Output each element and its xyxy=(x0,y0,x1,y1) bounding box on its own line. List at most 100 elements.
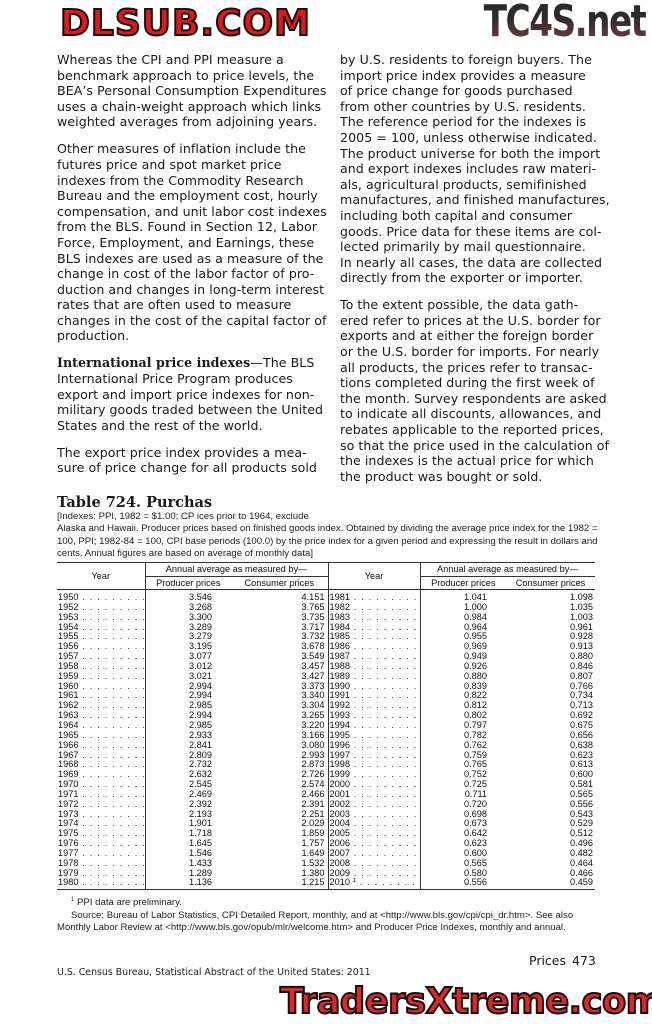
text-line-content: by U.S. residents to foreign buyers. The xyxy=(340,52,592,67)
consumer-price-cell: 0.512 xyxy=(570,829,593,839)
producer-price-cell: 2.985 xyxy=(189,720,212,730)
producer-price-cell: 1.433 xyxy=(189,858,212,868)
producer-price-cell: 0.642 xyxy=(464,829,487,839)
producer-price-cell: 3.546 xyxy=(189,592,212,602)
text-line-content: uses a chain-weight approach which links xyxy=(57,98,322,114)
consumer-price-cell: 3.549 xyxy=(231,652,329,662)
leader-dots: . . . . . . . . . . . . . . xyxy=(82,661,144,671)
year-value: 1954 xyxy=(58,622,79,632)
year-cell: 1966 . . . . . . . . . . . . . . xyxy=(57,740,146,751)
year-value: 1979 xyxy=(58,868,79,878)
leader-dots: . . . . . . . . . . . . . . xyxy=(353,701,419,711)
column-header-group: Annual average as measured by— xyxy=(145,562,329,577)
table-headnote: [Indexes: PPI, 1982 = $1.00; CP ices pri… xyxy=(57,511,602,561)
leader-dots: . . . . . . . . . . . . . . xyxy=(353,809,419,819)
year-cell: 1957 . . . . . . . . . . . . . . xyxy=(57,652,146,662)
producer-price-cell: 1.000 xyxy=(464,602,487,612)
year-value: 1965 xyxy=(58,730,79,740)
table-row: 1958 . . . . . . . . . . . . . . 3.012 3.4… xyxy=(57,661,595,672)
producer-price-cell: 2.632 xyxy=(189,770,212,780)
year-cell: 1986 . . . . . . . . . . . . . . xyxy=(328,642,421,653)
watermark-logo-top: TC4S.net xyxy=(484,0,647,47)
year-cell: 1967 . . . . . . . . . . . . . . xyxy=(57,750,146,761)
producer-price-cell: 0.762 xyxy=(464,740,487,750)
paragraph: The export price index provides a mea-su… xyxy=(57,444,317,476)
producer-price-cell: 0.556 xyxy=(420,878,506,891)
text-line: the indexes is the actual price for whic… xyxy=(340,453,598,469)
leader-dots: . . . . . . . . . . . . . . xyxy=(82,711,144,721)
producer-price-cell: 0.984 xyxy=(464,612,487,622)
consumer-price-cell: 2.574 xyxy=(231,780,329,790)
year-cell: 1983 . . . . . . . . . . . . . . xyxy=(328,612,421,623)
year-cell: 2003 . . . . . . . . . . . . . . xyxy=(328,809,421,820)
consumer-price-cell: 2.029 xyxy=(231,819,329,830)
year-cell: 1992 . . . . . . . . . . . . . . xyxy=(328,701,421,712)
text-line: In nearly all cases, the data are collec… xyxy=(340,255,602,271)
leader-dots: . . . . . . . . . . . . . . xyxy=(353,839,419,849)
text-line: als, agricultural products, semifinished xyxy=(340,177,598,193)
consumer-price-cell: 0.692 xyxy=(570,711,593,721)
text-line: International Price Program produces xyxy=(57,371,307,387)
text-line: production. xyxy=(57,328,307,344)
year-cell: 1973 . . . . . . . . . . . . . . xyxy=(57,809,146,820)
table-row: 1959 . . . . . . . . . . . . . . 3.021 3.4… xyxy=(57,671,595,682)
year-value: 1989 xyxy=(329,671,350,681)
producer-price-cell: 2.985 xyxy=(189,701,212,711)
column-header-consumer-2: Consumer prices xyxy=(506,576,595,590)
leader-dots: . . . . . . . . . . . . . . xyxy=(353,652,419,662)
producer-price-cell: 0.580 xyxy=(464,868,487,878)
leader-dots: . . . . . . . . . . . . . . xyxy=(353,632,419,642)
year-cell: 1965 . . . . . . . . . . . . . . xyxy=(57,730,146,741)
table-row: 1967 . . . . . . . . . . . . . . 2.809 2.9… xyxy=(57,750,595,761)
year-value: 1966 xyxy=(58,740,79,750)
year-value: 1996 xyxy=(329,740,350,750)
year-value: 2003 xyxy=(329,809,350,819)
text-line-content: The export price index provides a mea- xyxy=(57,444,307,460)
consumer-price-cell: 0.675 xyxy=(570,720,593,730)
year-cell: 1996 . . . . . . . . . . . . . . xyxy=(328,740,421,751)
text-line-content: from the BLS. Found in Section 12, Labor xyxy=(57,219,318,235)
producer-price-cell: 2.994 xyxy=(189,691,212,701)
paragraph: Other measures of inflation include the f… xyxy=(57,141,327,344)
text-line: change in cost of the labor factor of pr… xyxy=(57,266,314,282)
year-cell: 1981 . . . . . . . . . . . . . . xyxy=(328,589,421,603)
left-text-column: Whereas the CPI and PPI measure a benchma… xyxy=(57,52,327,487)
producer-price-cell: 0.725 xyxy=(464,780,487,790)
year-value: 1987 xyxy=(329,652,350,662)
producer-price-cell: 0.964 xyxy=(464,622,487,632)
year-cell: 1959 . . . . . . . . . . . . . . xyxy=(57,671,146,682)
year-cell: 1971 . . . . . . . . . . . . . . xyxy=(57,789,146,800)
consumer-price-cell: 3.457 xyxy=(231,661,329,672)
leader-dots: . . . . . . . . . . . . . . xyxy=(353,740,419,750)
watermark-logo-middle: DLSUB.COM xyxy=(59,3,311,44)
year-cell: 2001 . . . . . . . . . . . . . . xyxy=(328,789,421,800)
text-line: indexes from the Commodity Research xyxy=(57,173,307,189)
producer-price-cell: 1.289 xyxy=(189,868,212,878)
table-row: 1960 . . . . . . . . . . . . . . 2.994 3.3… xyxy=(57,681,595,692)
year-cell: 1963 . . . . . . . . . . . . . . xyxy=(57,711,146,721)
year-cell: 1972 . . . . . . . . . . . . . . xyxy=(57,799,146,810)
year-cell: 2009 . . . . . . . . . . . . . . xyxy=(328,868,421,879)
consumer-price-cell: 2.993 xyxy=(231,750,329,761)
text-line-content: sure of price change for all products so… xyxy=(57,460,317,476)
headnote-line: 100, PPI; 1982-84 = 100, CPI base period… xyxy=(57,535,598,547)
text-line: Bureau and the employment cost, hourly xyxy=(57,188,318,204)
table-row: 1963 . . . . . . . . . . . . . . 2.994 3.2… xyxy=(57,711,595,721)
leader-dots: . . . . . . . . . . . . . . xyxy=(82,750,144,760)
table-row: 1980 . . . . . . . . . . . . . .1.1361.2… xyxy=(57,878,595,891)
consumer-price-cell: 3.166 xyxy=(231,730,329,741)
year-value: 1976 xyxy=(58,839,79,849)
year-cell: 1987 . . . . . . . . . . . . . . xyxy=(328,652,421,662)
producer-price-cell: 0.698 xyxy=(464,809,487,819)
year-value: 1984 xyxy=(329,622,350,632)
producer-price-cell: 0.812 xyxy=(464,701,487,711)
text-line: tions completed during the first week of xyxy=(340,375,598,391)
year-value: 2008 xyxy=(329,858,350,868)
text-line-content: benchmark approach to price levels, the xyxy=(57,67,315,83)
year-cell: 1990 . . . . . . . . . . . . . . xyxy=(328,681,421,692)
text-line-content: To the extent possible, the data gath- xyxy=(340,297,579,313)
producer-price-cell: 1.901 xyxy=(189,819,212,829)
text-line-content: lected primarily by mail questionnaire. xyxy=(340,239,586,255)
year-cell: 2006 . . . . . . . . . . . . . . xyxy=(328,839,421,849)
page-number: 473 xyxy=(572,953,596,968)
